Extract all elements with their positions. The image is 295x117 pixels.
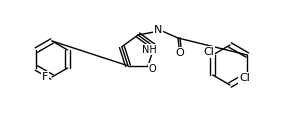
Text: Cl: Cl <box>239 73 250 83</box>
Text: O: O <box>148 64 156 74</box>
Text: Cl: Cl <box>203 47 214 57</box>
Text: NH: NH <box>142 45 157 55</box>
Text: F: F <box>42 72 48 82</box>
Text: O: O <box>176 48 184 58</box>
Text: N: N <box>154 25 162 35</box>
